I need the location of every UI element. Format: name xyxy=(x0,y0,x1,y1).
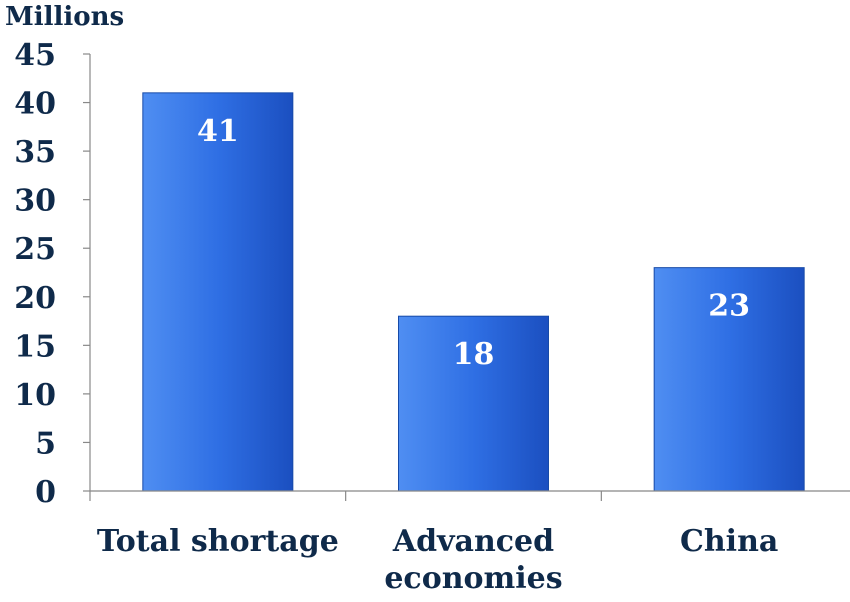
labels: 41 18 23 0 5 10 15 20 25 30 35 40 45 Total shortage Ad… xyxy=(14,38,778,596)
y-tick-label: 10 xyxy=(14,378,56,413)
y-tick-label: 45 xyxy=(14,38,56,73)
y-tick-label: 15 xyxy=(14,329,56,364)
y-tick-label: 35 xyxy=(14,135,56,170)
y-tick-label: 40 xyxy=(14,87,56,122)
data-label: 23 xyxy=(708,289,750,324)
y-tick-label: 5 xyxy=(35,426,56,461)
axes xyxy=(83,53,850,501)
bar-total-shortage xyxy=(142,92,294,492)
y-tick-label: 0 xyxy=(35,475,56,510)
y-tick-label: 20 xyxy=(14,281,56,316)
bar-advanced-economies xyxy=(398,315,549,492)
y-axis-unit-label: Millions xyxy=(5,2,125,32)
data-label: 18 xyxy=(453,337,495,372)
bars xyxy=(142,92,805,492)
x-tick-label: China xyxy=(680,524,778,559)
y-tick-label: 25 xyxy=(14,232,56,267)
x-tick-label: Total shortage xyxy=(97,524,339,559)
bar-china xyxy=(653,267,805,492)
x-tick-label: Advanced economies xyxy=(384,524,562,596)
data-label: 41 xyxy=(197,114,239,149)
y-tick-label: 30 xyxy=(14,184,56,219)
